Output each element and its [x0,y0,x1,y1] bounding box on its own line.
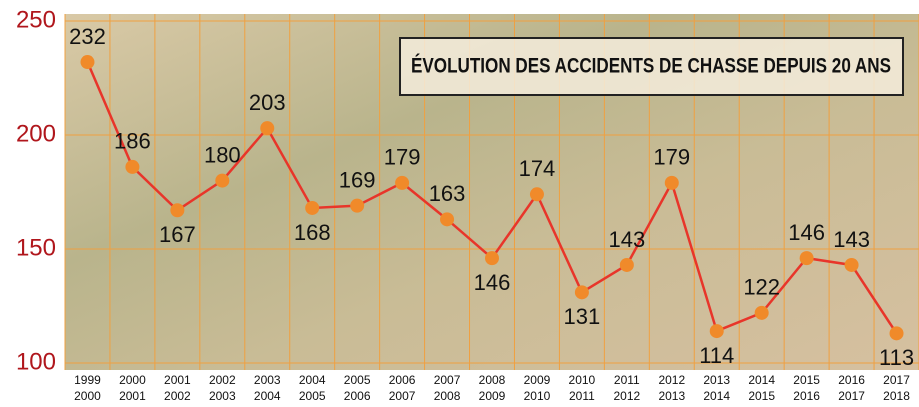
x-tick-label: 2003 [254,373,281,387]
data-label: 168 [294,220,331,245]
data-label: 113 [879,345,914,370]
x-tick-label: 2015 [793,373,820,387]
x-tick-label: 2004 [254,389,281,403]
x-tick-label: 2009 [524,373,551,387]
x-tick-label: 2011 [569,389,595,403]
data-point [575,285,589,299]
data-label: 169 [339,167,376,192]
x-tick-label: 2011 [614,373,640,387]
data-point [80,55,94,69]
x-tick-label: 2018 [883,389,910,403]
x-tick-label: 2015 [748,389,775,403]
data-label: 163 [429,181,466,206]
chart-title: ÉVOLUTION DES ACCIDENTS DE CHASSE DEPUIS… [411,55,891,78]
data-point [620,258,634,272]
data-label: 143 [608,227,645,252]
x-tick-label: 2006 [344,389,371,403]
x-tick-label: 2006 [389,373,416,387]
data-point [755,306,769,320]
data-point [440,212,454,226]
x-tick-label: 2016 [793,389,820,403]
data-point [845,258,859,272]
data-label: 131 [564,304,601,329]
x-tick-label: 2001 [164,373,191,387]
x-tick-label: 2005 [299,389,326,403]
x-tick-label: 2014 [748,373,775,387]
data-point [215,174,229,188]
data-label: 174 [519,156,556,181]
x-tick-label: 2003 [209,389,236,403]
data-label: 179 [653,145,690,170]
x-tick-label: 2012 [658,373,685,387]
data-label: 180 [204,142,241,167]
x-tick-label: 2005 [344,373,371,387]
data-point [890,326,904,340]
x-tick-label: 1999 [74,373,101,387]
data-point [170,203,184,217]
x-tick-label: 2008 [434,389,461,403]
data-point [305,201,319,215]
x-tick-label: 2007 [389,389,416,403]
data-label: 146 [788,220,825,245]
x-tick-label: 2017 [838,389,865,403]
data-label: 186 [114,129,151,154]
x-tick-label: 2008 [479,373,506,387]
y-tick-label: 200 [16,120,56,147]
data-label: 143 [833,227,870,252]
data-point [710,324,724,338]
data-point [395,176,409,190]
x-tick-label: 2013 [703,373,730,387]
x-tick-label: 2010 [569,373,596,387]
x-tick-label: 2007 [434,373,461,387]
x-tick-label: 2009 [479,389,506,403]
x-tick-label: 2010 [524,389,551,403]
data-label: 203 [249,90,286,115]
data-point [800,251,814,265]
y-tick-label: 150 [16,234,56,261]
x-tick-label: 2004 [299,373,326,387]
x-tick-label: 2002 [209,373,236,387]
data-point [665,176,679,190]
data-label: 122 [743,275,780,300]
chart: 100 150 200 250 ÉVOLUTION DES ACCIDENTS DE C… [0,0,919,407]
data-point [350,199,364,213]
x-tick-label: 2013 [658,389,685,403]
data-label: 167 [159,222,196,247]
x-tick-label: 2016 [838,373,865,387]
data-label: 232 [69,24,106,49]
y-tick-label: 100 [16,348,56,375]
x-tick-label: 2012 [613,389,640,403]
x-tick-label: 2001 [119,389,146,403]
y-tick-label: 250 [16,6,56,33]
data-label: 114 [699,343,734,368]
data-label: 179 [384,145,421,170]
x-tick-label: 2017 [883,373,910,387]
data-label: 146 [474,270,511,295]
x-tick-label: 2002 [164,389,191,403]
x-tick-label: 2000 [119,373,146,387]
data-point [485,251,499,265]
x-tick-label: 2000 [74,389,101,403]
data-point [260,121,274,135]
x-tick-label: 2014 [703,389,730,403]
data-point [125,160,139,174]
data-point [530,187,544,201]
